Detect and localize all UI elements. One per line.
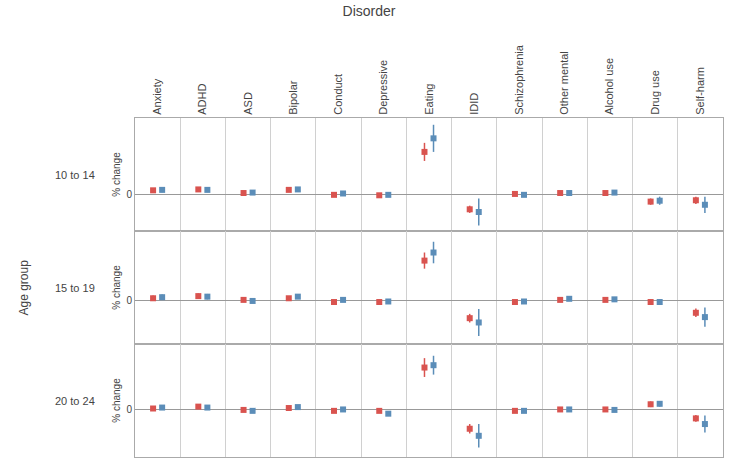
svg-text:% change: % change — [111, 378, 122, 423]
svg-text:10 to 14: 10 to 14 — [55, 169, 95, 181]
svg-text:% change: % change — [111, 265, 122, 310]
svg-text:Self-harm: Self-harm — [694, 67, 706, 115]
svg-text:Schizophrenia: Schizophrenia — [513, 44, 525, 115]
svg-text:0: 0 — [126, 189, 132, 200]
svg-text:Other mental: Other mental — [558, 51, 570, 115]
svg-text:Conduct: Conduct — [332, 74, 344, 115]
svg-text:15 to 19: 15 to 19 — [55, 282, 95, 294]
svg-text:Depressive: Depressive — [377, 60, 389, 115]
svg-text:Drug use: Drug use — [649, 70, 661, 115]
svg-text:0: 0 — [126, 404, 132, 415]
svg-text:Anxiety: Anxiety — [151, 78, 163, 115]
svg-text:20 to 24: 20 to 24 — [55, 395, 95, 407]
svg-text:Disorder: Disorder — [343, 3, 396, 19]
svg-text:Alcohol use: Alcohol use — [603, 58, 615, 115]
svg-text:% change: % change — [111, 152, 122, 197]
svg-text:Eating: Eating — [423, 84, 435, 115]
svg-text:0: 0 — [126, 295, 132, 306]
svg-text:Age group: Age group — [17, 260, 31, 316]
svg-text:ADHD: ADHD — [196, 84, 208, 115]
svg-text:ASD: ASD — [242, 92, 254, 115]
svg-text:Bipolar: Bipolar — [287, 80, 299, 115]
svg-text:IDID: IDID — [468, 93, 480, 115]
